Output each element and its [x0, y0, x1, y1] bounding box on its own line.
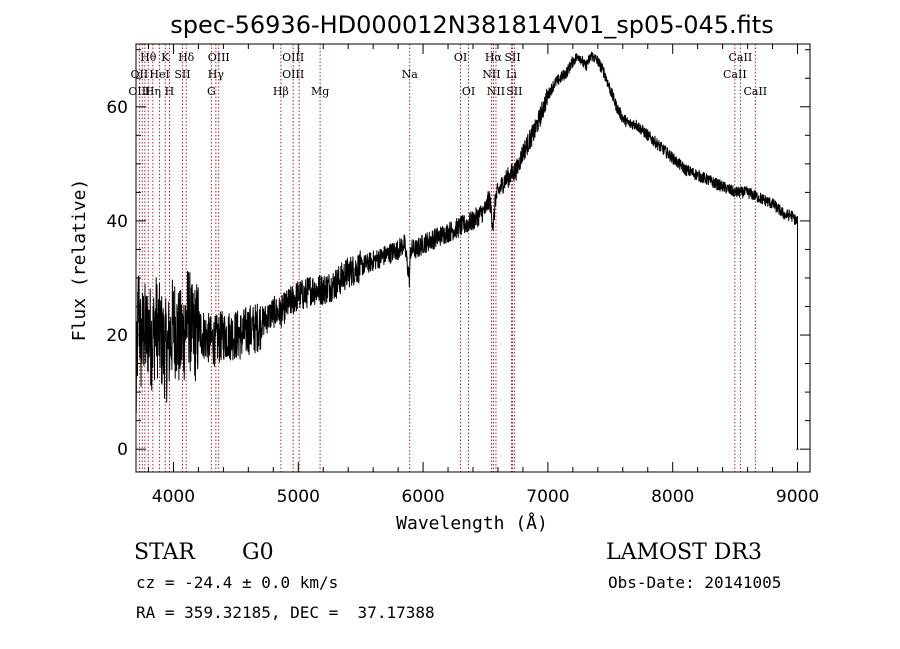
line-label: H — [165, 85, 175, 98]
object-subclass: G0 — [242, 540, 274, 565]
line-label: Hθ — [140, 51, 157, 64]
x-tick-label: 6000 — [401, 487, 444, 507]
spectral-line-markers — [138, 44, 756, 472]
y-tick-label: 0 — [117, 440, 128, 460]
redshift-readout: cz = -24.4 ± 0.0 km/s — [136, 573, 339, 592]
x-tick-label: 7000 — [526, 487, 569, 507]
line-label: Li — [506, 68, 517, 81]
line-label: SII — [504, 51, 520, 64]
coordinates: RA = 359.32185, DEC = 37.17388 — [136, 603, 435, 622]
line-label: OIII — [282, 51, 304, 64]
spectrum-series — [135, 51, 799, 450]
line-label: G — [207, 85, 216, 98]
x-tick-label: 5000 — [277, 487, 320, 507]
line-label: OI — [454, 51, 467, 64]
y-axis-label: Flux (relative) — [69, 179, 90, 342]
x-tick-label: 4000 — [152, 487, 195, 507]
x-axis: 4000 5000 6000 7000 8000 9000 — [147, 44, 819, 507]
y-tick-label: 60 — [106, 98, 128, 118]
survey-name: LAMOST DR3 — [606, 540, 762, 565]
line-label: Mg — [311, 85, 329, 98]
line-label: HeI — [149, 68, 169, 81]
line-label: OII — [131, 68, 149, 81]
line-label: NII — [482, 68, 500, 81]
line-label: CaII — [723, 68, 747, 81]
line-label: Na — [402, 68, 419, 81]
line-label: CaII — [729, 51, 753, 64]
y-tick-label: 20 — [106, 326, 128, 346]
x-axis-label: Wavelength (Å) — [396, 512, 548, 534]
line-label: K — [161, 51, 170, 64]
y-axis: 0 20 40 60 — [106, 49, 810, 460]
x-tick-label: 8000 — [651, 487, 694, 507]
line-label: OIII — [128, 85, 150, 98]
x-tick-label: 9000 — [776, 487, 819, 507]
line-label: Hη — [145, 85, 161, 98]
y-tick-label: 40 — [106, 212, 128, 232]
spectrum-line — [135, 51, 798, 414]
line-label: OIII — [282, 68, 304, 81]
chart-title: spec-56936-HD000012N381814V01_sp05-045.f… — [170, 11, 773, 39]
line-label: CaII — [743, 85, 767, 98]
line-label: SII — [174, 68, 190, 81]
obs-date: Obs-Date: 20141005 — [608, 573, 782, 592]
line-label: OI — [462, 85, 475, 98]
line-label: Hα — [485, 51, 503, 64]
line-label: Hγ — [208, 68, 225, 81]
plot-frame — [135, 43, 811, 473]
line-label: OIII — [208, 51, 230, 64]
line-label: SII — [506, 85, 522, 98]
line-label: Hδ — [178, 51, 195, 64]
line-label: Hβ — [273, 85, 289, 98]
object-class: STAR — [134, 540, 195, 565]
line-label: NII — [487, 85, 505, 98]
